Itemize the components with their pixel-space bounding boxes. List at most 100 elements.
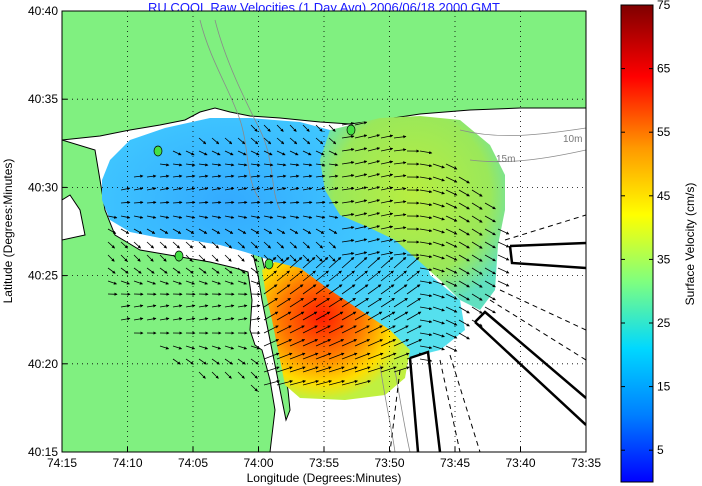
velocity-vector [458, 176, 470, 184]
velocity-vector [419, 241, 433, 246]
velocity-vector [354, 311, 370, 321]
velocity-vector [289, 150, 299, 156]
velocity-vector [406, 325, 422, 334]
velocity-vector [211, 317, 222, 321]
velocity-vector [146, 280, 157, 285]
velocity-vector [146, 317, 157, 321]
velocity-vector [432, 345, 445, 351]
colorbar-tick-label: 75 [657, 0, 671, 12]
velocity-vector [354, 284, 369, 295]
velocity-vector [328, 174, 339, 178]
velocity-vector [458, 293, 470, 301]
velocity-vector [211, 371, 219, 379]
velocity-vector [289, 352, 306, 360]
velocity-vector [224, 215, 235, 219]
velocity-vector [263, 200, 274, 205]
velocity-vector [302, 215, 313, 219]
velocity-vector [146, 174, 157, 178]
velocity-vector [120, 267, 129, 274]
velocity-vector [380, 339, 397, 347]
velocity-vector [198, 371, 206, 379]
velocity-vector [302, 174, 313, 178]
colorbar-tick-label: 55 [657, 125, 671, 139]
velocity-vector [328, 187, 339, 191]
velocity-vector [380, 173, 394, 178]
velocity-vector [471, 267, 483, 275]
velocity-vector [302, 284, 317, 295]
velocity-vector [224, 371, 232, 379]
velocity-vector [354, 297, 369, 308]
velocity-vector [263, 174, 274, 178]
velocity-vector [471, 241, 483, 249]
velocity-vector [263, 297, 278, 308]
velocity-vector [328, 254, 336, 262]
velocity-vector [341, 297, 356, 308]
velocity-vector [367, 173, 381, 178]
velocity-vector [289, 241, 297, 249]
velocity-vector [354, 134, 368, 139]
colorbar-label: Surface Velocity (cm/s) [683, 183, 697, 306]
colorbar-tick-label: 65 [657, 62, 671, 76]
velocity-vector [237, 280, 248, 285]
velocity-vector [315, 325, 331, 334]
velocity-vector [263, 228, 273, 234]
velocity-vector [198, 228, 208, 234]
velocity-vector [146, 215, 157, 219]
velocity-vector [302, 200, 313, 205]
velocity-vector [237, 215, 248, 219]
velocity-vector [159, 267, 168, 274]
velocity-vector [185, 200, 196, 205]
velocity-vector [341, 200, 355, 204]
velocity-vector [406, 284, 421, 295]
velocity-vector [237, 187, 248, 191]
velocity-vector [224, 254, 232, 262]
land-north-shore [62, 11, 586, 141]
velocity-vector [120, 187, 131, 191]
velocity-vector [185, 150, 195, 156]
y-axis: 40:40 40:35 40:30 40:25 40:20 40:15 [28, 4, 67, 459]
velocity-vector [289, 124, 297, 132]
velocity-vector [471, 254, 483, 262]
velocity-vector [133, 187, 144, 191]
velocity-vector [263, 215, 274, 219]
velocity-vector [445, 280, 458, 287]
velocity-vector [250, 215, 261, 219]
contour-label-15m: 15m [496, 154, 515, 165]
velocity-vector [133, 254, 141, 262]
velocity-vector [185, 358, 194, 365]
velocity-vector [224, 241, 232, 249]
velocity-vector [341, 239, 355, 243]
land-south-white [62, 194, 86, 241]
velocity-vector [211, 150, 221, 156]
velocity-vector [172, 228, 182, 234]
velocity-vector [302, 366, 319, 373]
velocity-vector [211, 163, 222, 167]
velocity-vector [380, 212, 394, 217]
velocity-vector [432, 189, 445, 195]
velocity-vector [198, 345, 209, 350]
velocity-vector [276, 163, 287, 167]
velocity-vector [172, 150, 182, 156]
velocity-vector [445, 345, 458, 352]
velocity-vector [302, 228, 312, 234]
velocity-vector [393, 284, 408, 295]
velocity-vector [328, 150, 338, 156]
velocity-vector [237, 163, 248, 167]
velocity-vector [419, 358, 433, 363]
y-tick-label: 40:35 [28, 92, 58, 106]
velocity-vector [250, 384, 258, 392]
velocity-vector [302, 270, 316, 282]
velocity-vector [393, 200, 407, 204]
velocity-vector [315, 174, 326, 178]
colorbar [620, 4, 654, 483]
velocity-vector [146, 228, 156, 234]
velocity-vector [185, 304, 196, 308]
velocity-vector [445, 202, 458, 209]
velocity-vector [120, 215, 131, 219]
velocity-vector [159, 174, 170, 178]
velocity-vector [133, 174, 144, 178]
velocity-vector [471, 319, 483, 327]
velocity-vector [445, 254, 458, 261]
velocity-vector [237, 200, 248, 205]
